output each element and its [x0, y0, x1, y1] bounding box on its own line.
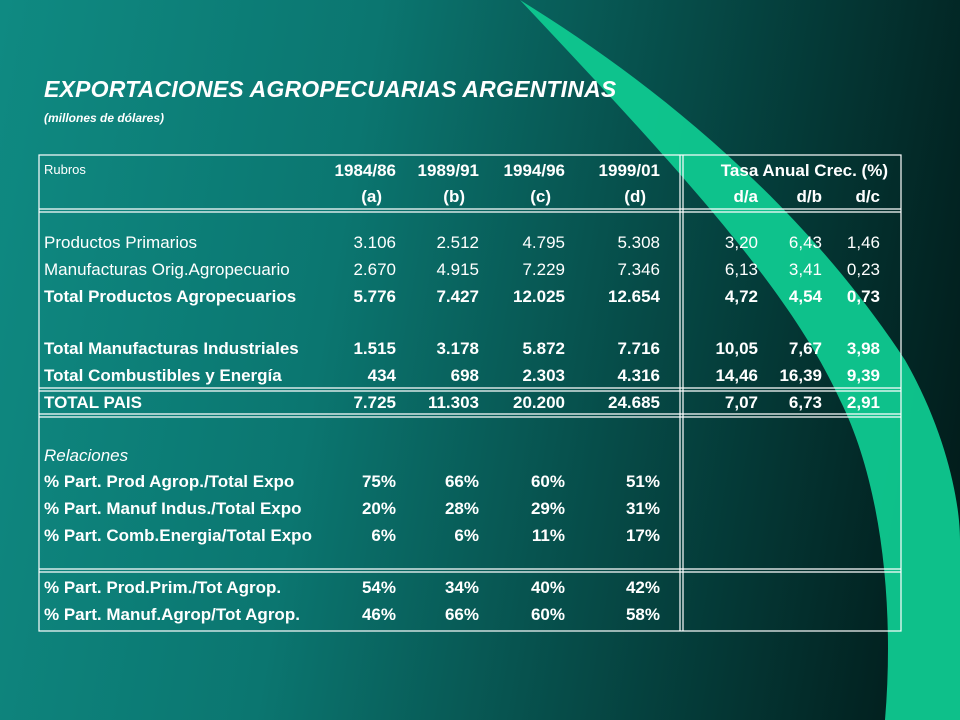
relaciones-row-label: % Part. Comb.Energia/Total Expo: [44, 526, 312, 545]
table-row-value: 2.303: [522, 366, 565, 385]
table-row-rate: 10,05: [715, 339, 758, 358]
table-row-value: 7.229: [522, 260, 565, 279]
table-row-rate: 4,72: [724, 287, 758, 306]
table-row-rate: 0,23: [846, 260, 880, 279]
table-row-rate: 14,46: [715, 366, 758, 385]
relaciones-row-value: 29%: [530, 499, 565, 518]
agrop-row-value: 60%: [530, 605, 565, 624]
table-row-value: 2.512: [436, 233, 479, 252]
relaciones-row-value: 11%: [531, 526, 565, 545]
table-row-rate: 3,20: [724, 233, 758, 252]
table-row-rate: 0,73: [846, 287, 880, 306]
agrop-row-label: % Part. Manuf.Agrop/Tot Agrop.: [44, 605, 300, 624]
relaciones-label: Relaciones: [44, 446, 129, 465]
table-row-value: 7.427: [436, 287, 479, 306]
table-row-value: 7.346: [617, 260, 660, 279]
agrop-row-label: % Part. Prod.Prim./Tot Agrop.: [44, 578, 282, 597]
agrop-row-value: 34%: [444, 578, 479, 597]
table-row-label: Productos Primarios: [44, 233, 198, 252]
relaciones-row-value: 66%: [444, 472, 479, 491]
table-row-value: 3.178: [436, 339, 479, 358]
table-row-rate: 1,46: [846, 233, 880, 252]
table-row-rate: 6,73: [788, 393, 822, 412]
table-row-value: 4.795: [522, 233, 565, 252]
table-row-value: 5.776: [353, 287, 396, 306]
agrop-row-value: 66%: [444, 605, 479, 624]
header-period: 1989/91: [417, 161, 479, 180]
table-row-rate: 3,41: [788, 260, 822, 279]
table-row-rate: 2,91: [846, 393, 880, 412]
relaciones-row-label: % Part. Prod Agrop./Total Expo: [44, 472, 295, 491]
agrop-row-value: 54%: [361, 578, 396, 597]
table-row-rate: 3,98: [846, 339, 880, 358]
table-row-value: 12.654: [608, 287, 660, 306]
table-row-value: 4.915: [436, 260, 479, 279]
relaciones-row-value: 51%: [625, 472, 660, 491]
relaciones-row-value: 31%: [625, 499, 660, 518]
agrop-row-value: 42%: [625, 578, 660, 597]
relaciones-row-value: 28%: [444, 499, 479, 518]
page-title: EXPORTACIONES AGROPECUARIAS ARGENTINAS: [44, 76, 617, 102]
table-row-value: 5.308: [617, 233, 660, 252]
header-period-letter: (c): [530, 187, 551, 206]
table-row-value: 24.685: [608, 393, 660, 412]
header-period-letter: (b): [443, 187, 465, 206]
agrop-row-value: 40%: [530, 578, 565, 597]
header-rubros: Rubros: [44, 162, 86, 177]
relaciones-row-value: 6%: [371, 526, 396, 545]
header-tasa-col: d/c: [855, 187, 880, 206]
header-tasa-col: d/b: [796, 187, 823, 206]
table-row-value: 1.515: [353, 339, 396, 358]
agrop-row-value: 46%: [361, 605, 396, 624]
table-row-value: 5.872: [522, 339, 565, 358]
table-row-label: Total Manufacturas Industriales: [44, 339, 299, 358]
table-row-value: 20.200: [513, 393, 565, 412]
table-row-value: 11.303: [427, 393, 479, 412]
table-row-value: 7.725: [353, 393, 396, 412]
relaciones-row-value: 6%: [454, 526, 479, 545]
table-row-rate: 6,43: [788, 233, 822, 252]
table-row-label: Manufacturas Orig.Agropecuario: [44, 260, 290, 279]
header-tasa: Tasa Anual Crec. (%): [720, 161, 888, 180]
table-row-label: Total Combustibles y Energía: [44, 366, 282, 385]
table-row-value: 4.316: [617, 366, 660, 385]
header-period: 1999/01: [598, 161, 660, 180]
table-row-value: 698: [450, 366, 479, 385]
header-period-letter: (a): [361, 187, 382, 206]
agrop-row-value: 58%: [625, 605, 660, 624]
header-tasa-col: d/a: [733, 187, 758, 206]
relaciones-row-value: 60%: [530, 472, 565, 491]
table-row-rate: 7,67: [788, 339, 822, 358]
table-row-rate: 9,39: [846, 366, 880, 385]
table-row-value: 12.025: [513, 287, 565, 306]
page-subtitle: (millones de dólares): [44, 111, 165, 125]
table-row-rate: 16,39: [779, 366, 822, 385]
table-row-value: 2.670: [353, 260, 396, 279]
table-row-label: Total Productos Agropecuarios: [44, 287, 297, 306]
table-row-rate: 6,13: [724, 260, 758, 279]
header-period: 1984/86: [334, 161, 396, 180]
table-row-label: TOTAL PAIS: [44, 393, 142, 412]
table-row-rate: 4,54: [788, 287, 822, 306]
header-period: 1994/96: [503, 161, 565, 180]
relaciones-row-value: 17%: [625, 526, 660, 545]
table-row-value: 434: [367, 366, 396, 385]
table-row-rate: 7,07: [724, 393, 758, 412]
table-row-value: 7.716: [617, 339, 660, 358]
header-period-letter: (d): [624, 187, 646, 206]
relaciones-row-label: % Part. Manuf Indus./Total Expo: [44, 499, 302, 518]
relaciones-row-value: 75%: [361, 472, 396, 491]
relaciones-row-value: 20%: [361, 499, 396, 518]
table-row-value: 3.106: [353, 233, 396, 252]
